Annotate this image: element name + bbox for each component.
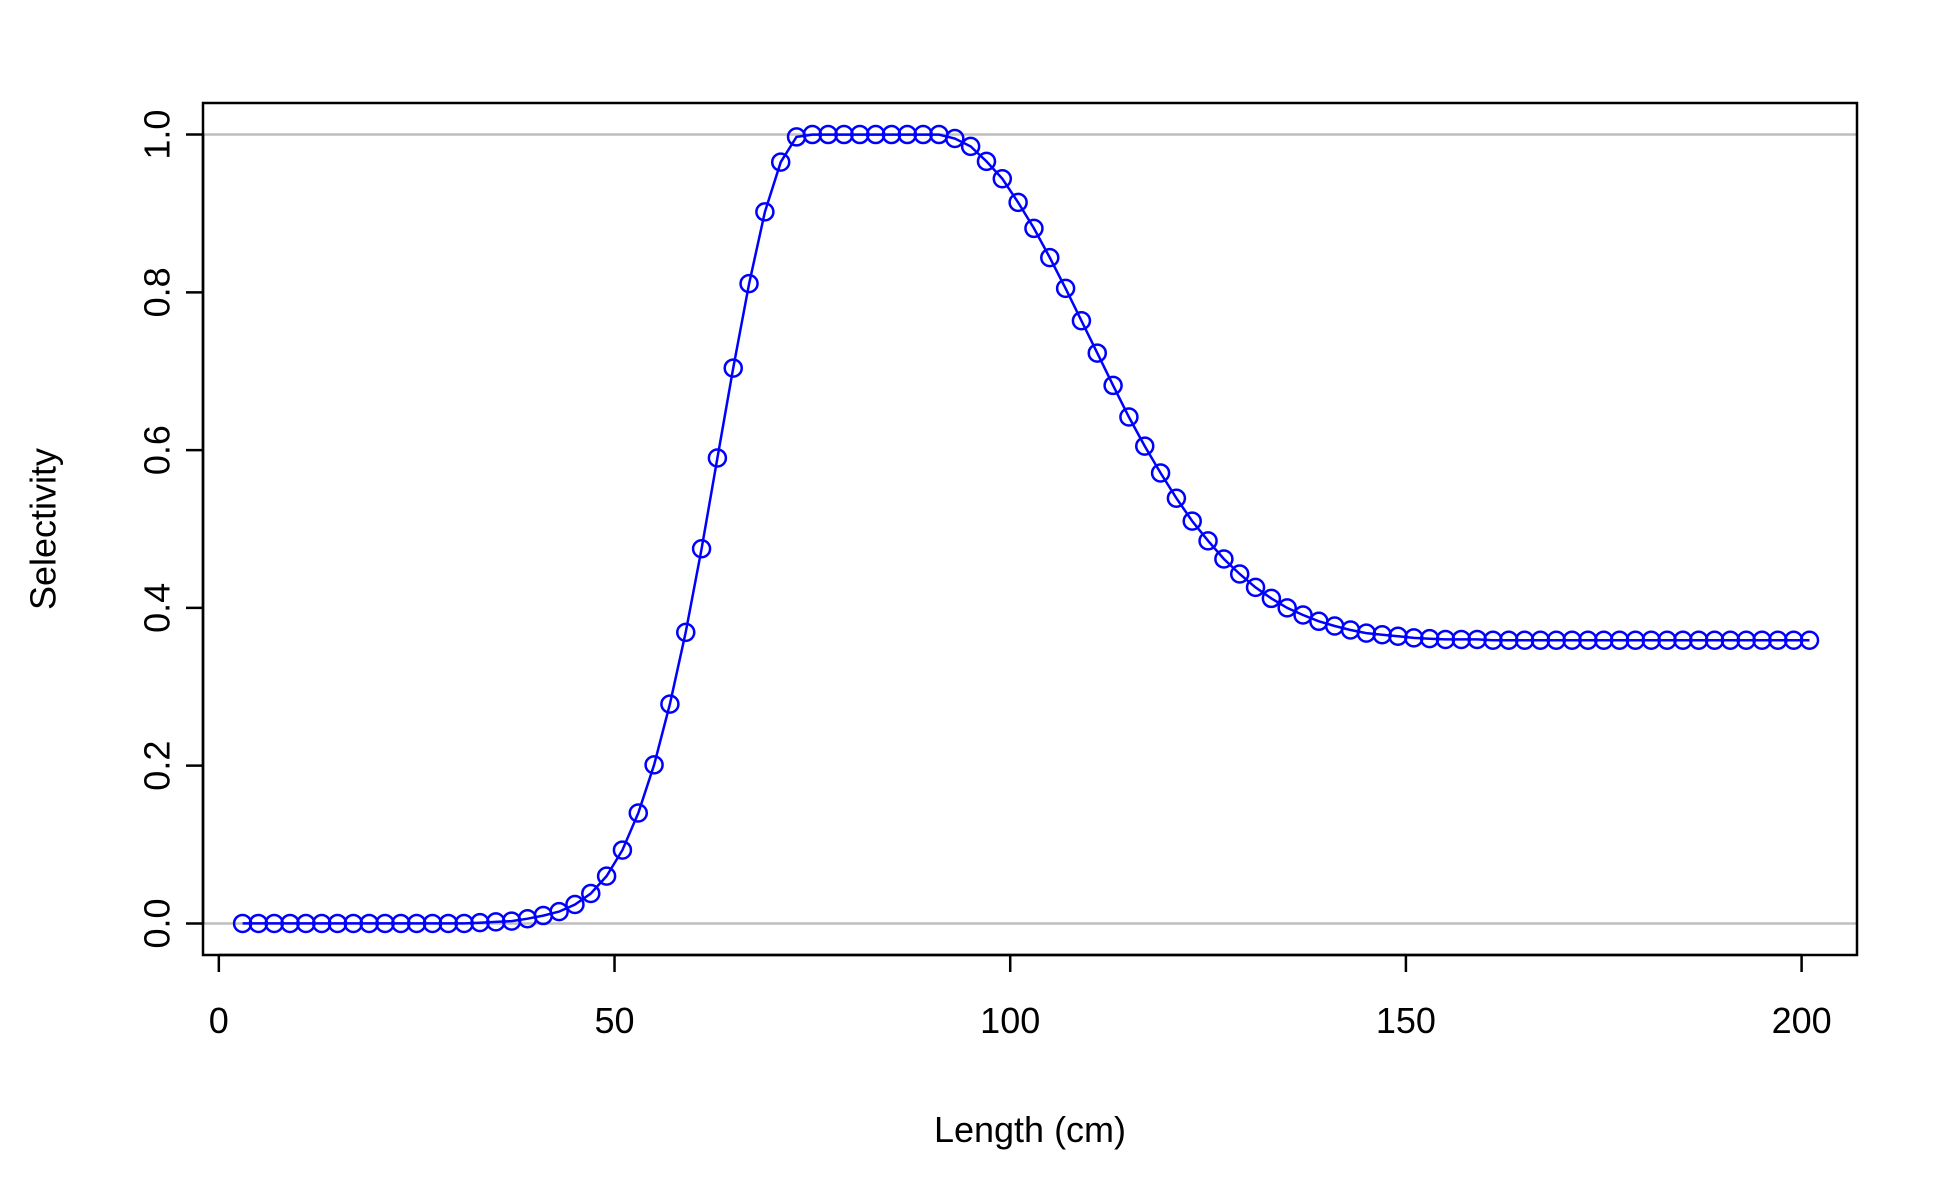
data-point [992,168,1013,189]
data-point [723,358,743,378]
data-point [1277,598,1297,618]
y-tick-label: 1.0 [137,110,178,160]
data-point [691,538,712,559]
x-axis: 0 50 100 150 200 [209,953,1832,1041]
data-point [1055,278,1076,299]
data-point [1214,549,1234,569]
data-point [565,894,585,915]
data-point [976,151,997,172]
data-point [644,755,664,775]
series-layer [232,124,1820,934]
data-point [1799,630,1820,650]
x-tick-label: 100 [980,1000,1040,1041]
data-point [660,694,680,714]
data-point [596,866,617,886]
y-tick-label: 0.2 [137,741,178,791]
data-point [1261,588,1282,609]
y-tick-label: 0.4 [137,583,178,633]
y-axis: 0.0 0.2 0.4 0.6 0.8 1.0 [137,110,205,948]
data-point [707,448,728,468]
data-point [1087,343,1108,363]
data-point [581,883,601,904]
x-tick-label: 200 [1772,1000,1832,1041]
data-point [1229,564,1250,584]
x-tick-label: 50 [594,1000,634,1041]
y-axis-label: Selectivity [23,448,64,610]
x-tick-label: 0 [209,1000,229,1041]
data-point [1182,511,1202,531]
data-point [1135,436,1155,456]
x-axis-label: Length (cm) [934,1109,1126,1150]
data-point [739,273,759,294]
y-tick-label: 0.8 [137,267,178,317]
data-point [960,136,981,157]
data-point [549,901,569,922]
x-tick-label: 150 [1376,1000,1436,1041]
data-point [1008,192,1028,213]
data-point [1119,407,1139,427]
data-point [945,128,965,149]
data-point [1166,488,1187,508]
data-point [1198,531,1218,551]
data-point [675,622,696,643]
y-tick-label: 0.0 [137,898,178,948]
data-point [770,152,791,172]
data-point [628,803,649,823]
data-point [1245,577,1266,598]
data-point [612,840,633,860]
data-point [1071,310,1092,331]
data-point [1103,375,1123,396]
data-point [1024,218,1044,239]
y-tick-label: 0.6 [137,425,178,475]
data-point [1150,463,1171,483]
data-point [755,202,775,222]
data-point [1040,247,1060,268]
